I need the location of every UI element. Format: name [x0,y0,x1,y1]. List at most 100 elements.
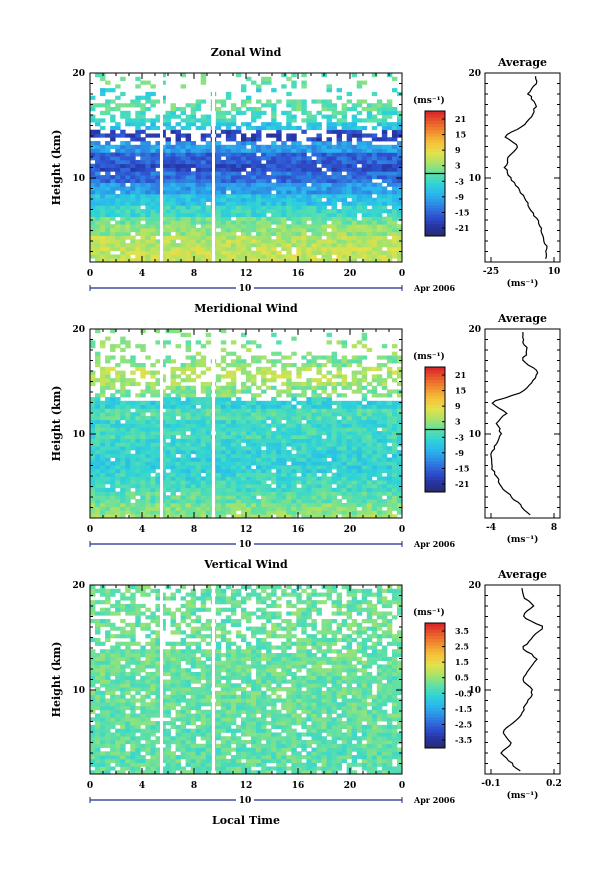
heatmap-cell [362,186,367,190]
heatmap-cell [306,412,311,416]
heatmap-cell [342,382,347,386]
heatmap-cell [362,405,367,409]
heatmap-cell [276,224,281,228]
heatmap-cell [301,442,306,446]
heatmap-cell [387,510,392,514]
heatmap-cell [296,386,301,390]
heatmap-cell [357,247,362,251]
heatmap-cell [332,363,337,367]
heatmap-cell [387,439,392,443]
heatmap-cell [281,145,286,149]
heatmap-cell [95,397,100,401]
heatmap-cell [221,213,226,217]
heatmap-cell [140,461,145,465]
heatmap-cell [115,397,120,401]
heatmap-cell [176,507,181,511]
heatmap-cell [306,439,311,443]
heatmap-cell [347,499,352,503]
heatmap-cell [206,209,211,213]
heatmap-cell [311,359,316,363]
heatmap-cell [347,495,352,499]
heatmap-cell [226,503,231,507]
heatmap-cell [332,446,337,450]
heatmap-cell [306,488,311,492]
heatmap-cell [281,209,286,213]
heatmap-cell [115,171,120,175]
heatmap-cell [206,217,211,221]
heatmap-cell [221,251,226,255]
heatmap-cell [140,198,145,202]
heatmap-cell [301,175,306,179]
heatmap-cell [352,492,357,496]
heatmap-cell [221,393,226,397]
heatmap-cell [201,213,206,217]
heatmap-cell [241,186,246,190]
heatmap-cell [286,115,291,119]
heatmap-cell [362,507,367,511]
heatmap-cell [201,412,206,416]
heatmap-cell [150,363,155,367]
heatmap-cell [276,359,281,363]
heatmap-cell [301,251,306,255]
heatmap-cell [140,439,145,443]
heatmap-cell [110,355,115,359]
heatmap-cell [321,251,326,255]
heatmap-cell [140,175,145,179]
heatmap-cell [165,239,170,243]
heatmap-cell [191,220,196,224]
heatmap-cell [286,77,291,81]
heatmap-cell [196,507,201,511]
heatmap-cell [241,190,246,194]
heatmap-cell [95,507,100,511]
heatmap-cell [286,149,291,153]
heatmap-cell [186,348,191,352]
heatmap-cell [276,228,281,232]
heatmap-cell [201,435,206,439]
heatmap-cell [271,333,276,337]
heatmap-cell [206,507,211,511]
heatmap-cell [115,103,120,107]
heatmap-cell [105,103,110,107]
heatmap-cell [120,217,125,221]
heatmap-cell [347,239,352,243]
heatmap-cell [120,194,125,198]
heatmap-cell [246,499,251,503]
heatmap-cell [316,213,321,217]
heatmap-cell [276,408,281,412]
heatmap-cell [392,168,397,172]
heatmap-cell [196,492,201,496]
heatmap-cell [256,126,261,130]
heatmap-cell [125,205,130,209]
heatmap-cell [347,251,352,255]
panel-title: Zonal Wind [211,46,282,59]
heatmap-cell [165,202,170,206]
heatmap-cell [186,435,191,439]
heatmap-cell [171,103,176,107]
heatmap-cell [256,99,261,103]
heatmap-cell [125,510,130,514]
heatmap-cell [347,133,352,137]
heatmap-cell [261,382,266,386]
heatmap-cell [110,115,115,119]
heatmap-cell [362,145,367,149]
heatmap-cell [337,243,342,247]
heatmap-cell [165,152,170,156]
heatmap-cell [362,416,367,420]
heatmap-cell [372,427,377,431]
heatmap-cell [261,401,266,405]
heatmap-cell [337,488,342,492]
heatmap-cell [110,386,115,390]
colorbar-tick-label: -21 [455,223,469,233]
colorbar-swatch [425,136,445,140]
heatmap-cell [311,389,316,393]
x-tick-label: 0 [87,269,93,279]
heatmap-cell [271,160,276,164]
heatmap-cell [171,412,176,416]
heatmap-cell [165,495,170,499]
heatmap-cell [100,420,105,424]
heatmap-cell [246,183,251,187]
heatmap-cell [100,133,105,137]
heatmap-cell [387,179,392,183]
heatmap-cell [301,480,306,484]
heatmap-cell [246,209,251,213]
